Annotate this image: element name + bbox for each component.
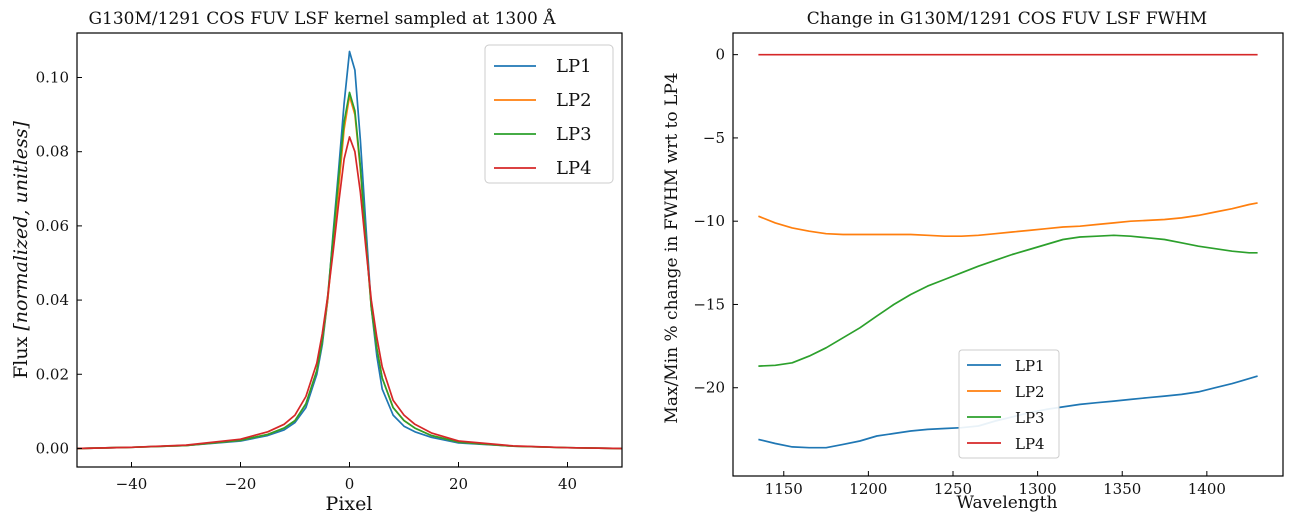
chart2-series-lp3 [758,234,1258,367]
chart2-legend-label-lp3: LP3 [1015,409,1045,427]
chart2-legend-label-lp4: LP4 [1015,435,1045,453]
chart1-title: G130M/1291 COS FUV LSF kernel sampled at… [88,8,556,29]
chart1-legend-label-lp2: LP2 [556,90,592,111]
chart2-xlabel: Wavelength [957,493,1058,513]
chart2-ytick-label: −5 [703,129,725,147]
lsf-kernel-chart: G130M/1291 COS FUV LSF kernel sampled at… [10,8,623,515]
chart2-xtick-label: 1200 [849,480,887,498]
chart2-xtick-label: 1150 [765,480,803,498]
chart1-ytick-label: 0.00 [36,439,69,457]
chart2-ytick-label: −10 [693,212,725,230]
chart1-xtick-label: 20 [449,475,468,493]
chart1-series-lp3 [76,91,623,450]
chart2-xtick-label: 1400 [1188,480,1226,498]
chart1-series-lp4 [76,136,623,450]
chart2-legend-label-lp2: LP2 [1015,383,1045,401]
chart1-ytick-label: 0.04 [36,291,69,309]
chart1-legend-label-lp4: LP4 [556,158,592,179]
chart1-xtick-label: 40 [558,475,577,493]
chart1-ytick-label: 0.06 [36,217,69,235]
chart1-xlabel: Pixel [326,493,373,515]
chart1-xtick-label: 0 [345,475,355,493]
chart2-axes-frame [732,32,1284,477]
chart2-xtick-label: 1300 [1019,480,1057,498]
chart1-xtick-label: −40 [116,475,148,493]
chart1-ylabel-italic: [normalized, unitless] [10,120,32,330]
fwhm-change-chart: Change in G130M/1291 COS FUV LSF FWHM 11… [662,9,1284,513]
chart1-ytick-label: 0.08 [36,143,69,161]
chart1-series-group [76,50,623,450]
chart1-legend-label-lp3: LP3 [556,124,592,145]
chart1-series-lp1 [76,50,623,450]
chart2-ytick-label: −20 [693,379,725,397]
chart1-ytick-label: 0.10 [36,69,69,87]
chart2-ytick-label: −15 [693,295,725,313]
chart2-title: Change in G130M/1291 COS FUV LSF FWHM [807,9,1207,29]
chart2-legend: LP1 LP2 LP3 LP4 [958,349,1060,459]
chart1-ticks: −40 −20 0 20 40 0.00 0.02 0.04 0.06 0.08 0.10 [36,69,577,493]
chart2-ytick-label: 0 [715,46,725,64]
chart2-legend-frame [958,349,1060,459]
chart1-legend-label-lp1: LP1 [556,56,592,77]
chart2-series-lp2 [758,202,1258,238]
chart1-ylabel: Flux [normalized, unitless] [10,120,32,378]
chart2-legend-label-lp1: LP1 [1015,357,1045,375]
chart2-ticks: 1150 1200 1250 1300 1350 1400 0 −5 −10 −15 −20 [693,46,1226,498]
chart1-legend: LP1 LP2 LP3 LP4 [484,44,614,184]
chart1-ytick-label: 0.02 [36,365,69,383]
chart2-xtick-label: 1350 [1103,480,1141,498]
chart1-xtick-label: −20 [225,475,257,493]
chart1-legend-frame [484,44,614,184]
chart2-xtick-label: 1250 [934,480,972,498]
chart1-ylabel-main: Flux [10,331,32,379]
chart2-ylabel: Max/Min % change in FWHM wrt to LP4 [662,72,682,423]
